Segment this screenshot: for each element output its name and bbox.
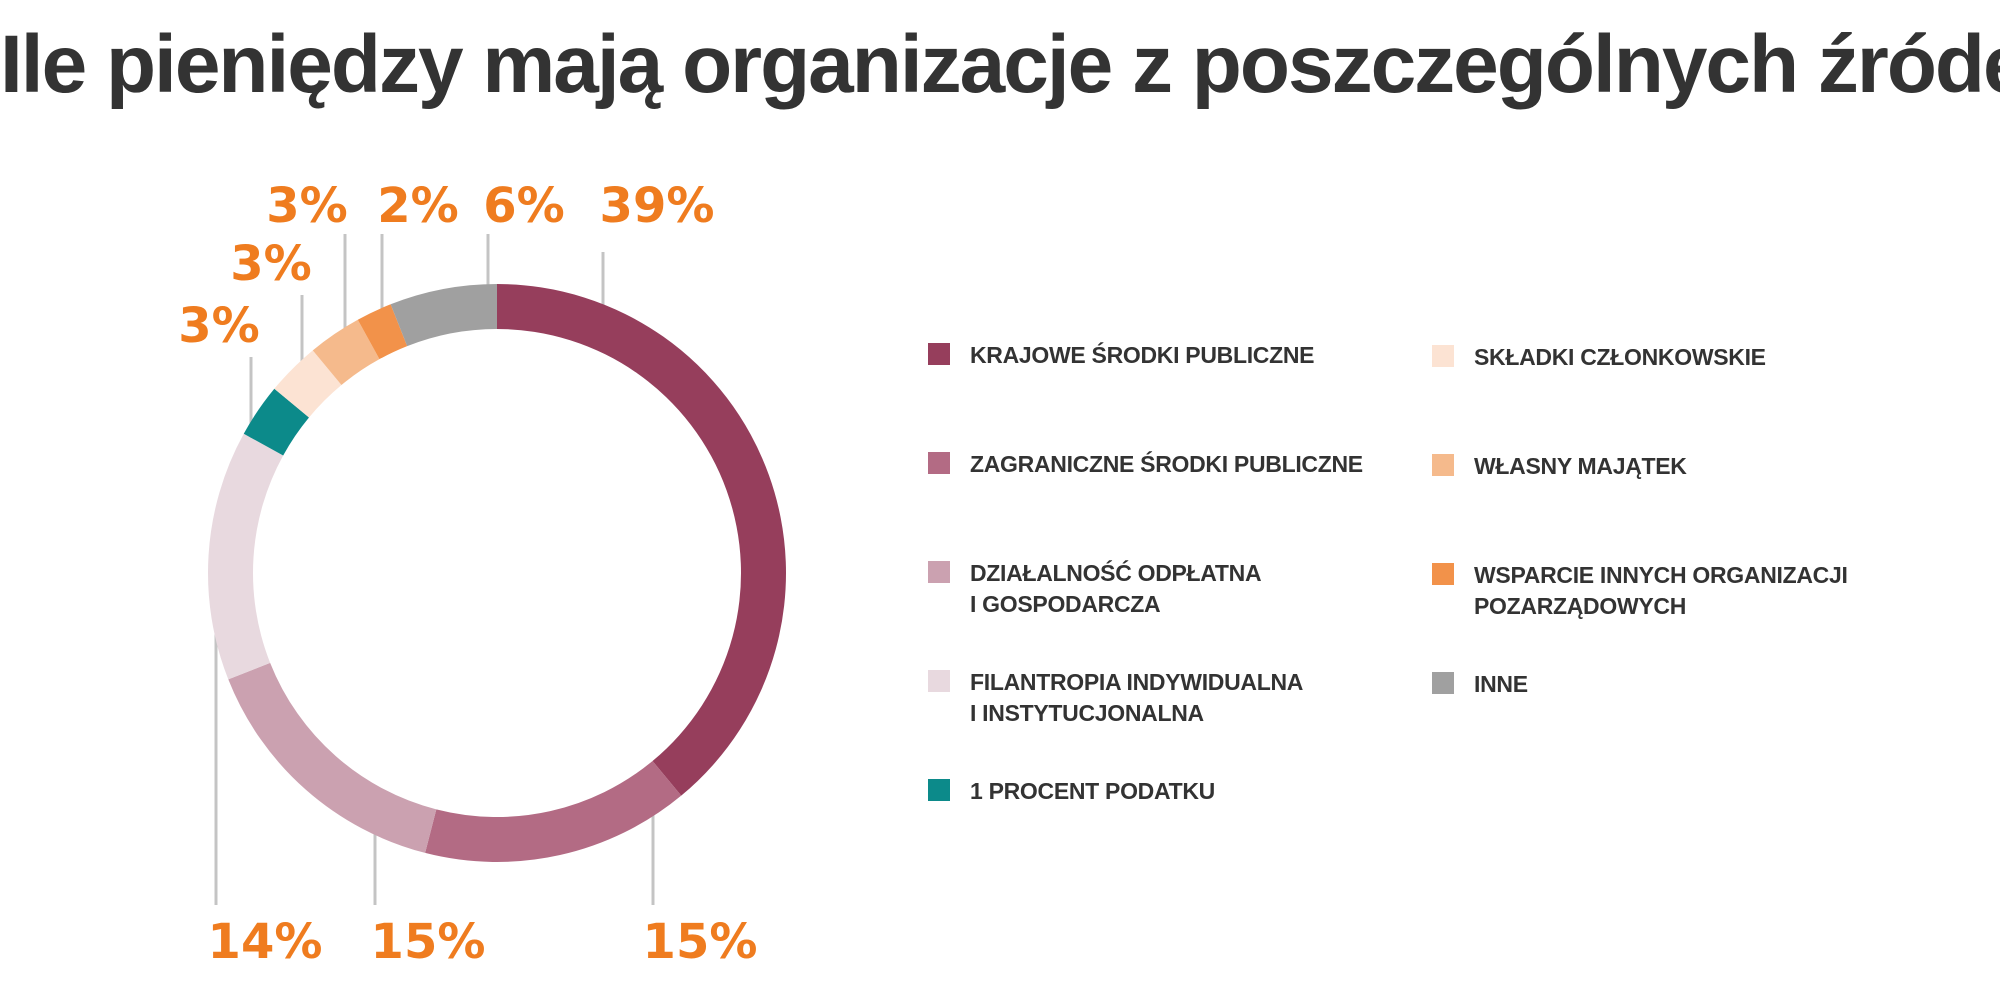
legend-label: DZIAŁALNOŚĆ ODPŁATNA I GOSPODARCZA xyxy=(970,560,1262,617)
legend-label: FILANTROPIA INDYWIDUALNA I INSTYTUCJONAL… xyxy=(970,669,1304,726)
legend-label: SKŁADKI CZŁONKOWSKIE xyxy=(1474,344,1766,370)
donut-slice xyxy=(243,388,309,456)
legend-swatch xyxy=(928,779,950,801)
donut-slice xyxy=(425,761,682,862)
legend-item: INNE xyxy=(1432,669,1528,700)
percentage-label: 6% xyxy=(483,178,565,234)
donut-slice xyxy=(497,284,787,796)
legend-label: 1 PROCENT PODATKU xyxy=(970,778,1215,804)
legend-label: ZAGRANICZNE ŚRODKI PUBLICZNE xyxy=(970,451,1363,477)
percentage-label: 15% xyxy=(371,914,486,970)
legend-item: WŁASNY MAJĄTEK xyxy=(1432,451,1687,482)
legend-swatch xyxy=(1432,672,1454,694)
legend-item: DZIAŁALNOŚĆ ODPŁATNA I GOSPODARCZA xyxy=(928,558,1262,620)
legend-swatch xyxy=(1432,563,1454,585)
legend-item: FILANTROPIA INDYWIDUALNA I INSTYTUCJONAL… xyxy=(928,667,1303,729)
donut-slice xyxy=(312,319,380,385)
legend-swatch xyxy=(928,452,950,474)
donut-slice xyxy=(357,304,408,360)
chart-title: Ile pieniędzy mają organizacje z poszcze… xyxy=(0,19,2000,110)
legend-label: INNE xyxy=(1474,671,1528,697)
legend-item: 1 PROCENT PODATKU xyxy=(928,776,1215,807)
legend-swatch xyxy=(928,561,950,583)
percentage-label: 3% xyxy=(266,178,348,234)
donut-slice xyxy=(274,350,342,418)
donut-slices xyxy=(208,284,787,862)
legend-swatch xyxy=(1432,345,1454,367)
leader-lines xyxy=(214,234,655,905)
percentage-label: 15% xyxy=(643,914,758,970)
percentage-labels: 39%15%15%14%3%3%3% 2% 6% xyxy=(178,178,757,970)
legend-item: SKŁADKI CZŁONKOWSKIE xyxy=(1432,342,1766,373)
percentage-label: 2% xyxy=(377,178,459,234)
donut-slice xyxy=(390,284,497,347)
legend-swatch xyxy=(928,670,950,692)
legend-swatch xyxy=(1432,454,1454,476)
legend-label: KRAJOWE ŚRODKI PUBLICZNE xyxy=(970,342,1315,368)
percentage-label: 14% xyxy=(208,914,323,970)
legend-swatch xyxy=(928,343,950,365)
legend-item: ZAGRANICZNE ŚRODKI PUBLICZNE xyxy=(928,449,1363,480)
donut-slice xyxy=(228,662,437,853)
donut-slice xyxy=(208,433,284,680)
percentage-label: 39% xyxy=(600,178,715,234)
percentage-label: 3% xyxy=(178,298,260,354)
percentage-label: 3% xyxy=(230,236,312,292)
legend-item: KRAJOWE ŚRODKI PUBLICZNE xyxy=(928,340,1315,371)
legend-item: WSPARCIE INNYCH ORGANIZACJI POZARZĄDOWYC… xyxy=(1432,560,1848,622)
legend-label: WŁASNY MAJĄTEK xyxy=(1474,453,1687,479)
legend-label: WSPARCIE INNYCH ORGANIZACJI POZARZĄDOWYC… xyxy=(1474,562,1848,619)
